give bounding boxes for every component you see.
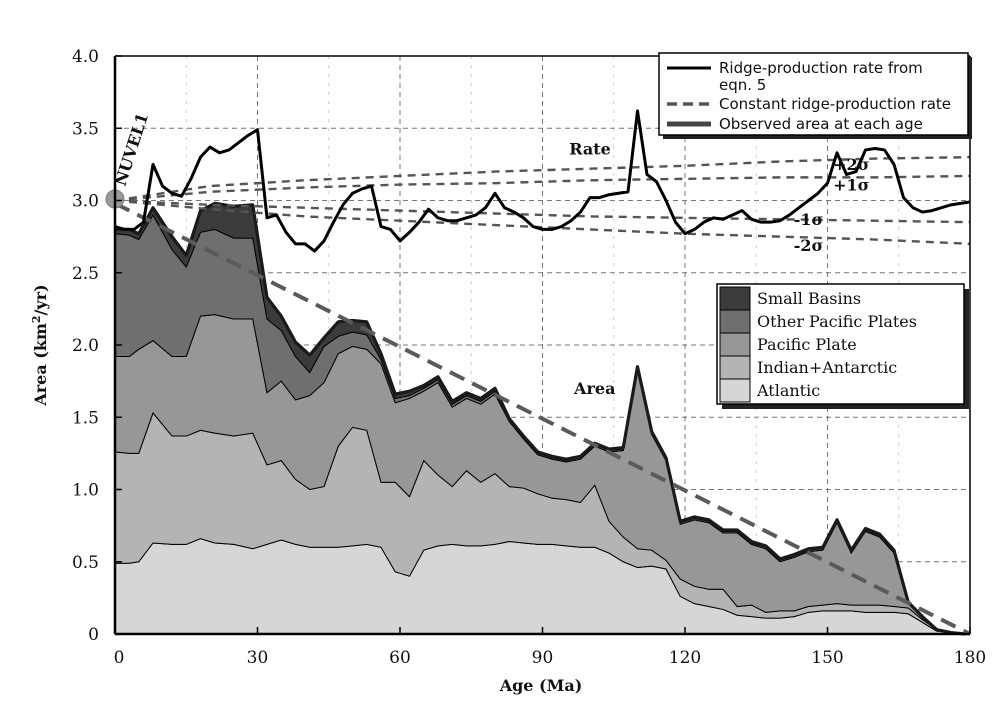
y-axis-label-end: /yr)	[31, 284, 50, 315]
y-tick-label: 2.5	[72, 264, 99, 284]
y-tick-label: 0	[88, 625, 99, 645]
legend-line-label-cont: eqn. 5	[719, 76, 766, 94]
stacked-areas	[114, 202, 966, 635]
sigma-curve	[114, 174, 971, 202]
legend-area-label: Other Pacific Plates	[757, 312, 917, 331]
legend-area-swatch	[719, 355, 751, 380]
x-tick-label: 0	[114, 648, 125, 668]
sigma-curve	[114, 155, 971, 202]
y-tick-label: 3.0	[72, 192, 99, 212]
legend-lines-box	[658, 52, 969, 136]
x-tick-label: 180	[954, 648, 986, 668]
x-tick-label: 60	[389, 648, 411, 668]
y-tick-label: 3.5	[72, 119, 99, 139]
legend-area-swatch	[719, 309, 751, 334]
y-axis-label: Area (km2/yr)	[30, 284, 50, 406]
y-axis-label-main: Area (km	[31, 323, 50, 407]
y-tick-label: 1.0	[72, 481, 99, 501]
legend-area-label: Indian+Antarctic	[757, 358, 897, 377]
line-series	[105, 109, 971, 636]
constant-rate-line	[114, 201, 971, 636]
legend-line-label: Observed area at each age	[719, 115, 923, 133]
y-tick-label: 4.0	[72, 47, 99, 67]
x-axis-label: Age (Ma)	[499, 676, 583, 695]
annotation-rate: Rate	[569, 139, 611, 158]
observed-area-line	[115, 201, 966, 636]
x-tick-label: 30	[247, 648, 269, 668]
legend-area-label: Atlantic	[756, 381, 820, 400]
sigma-label: +1σ	[833, 175, 869, 194]
y-tick-label: 1.5	[72, 408, 99, 428]
legend-area-label: Pacific Plate	[757, 335, 857, 354]
legend-line-label: Ridge-production rate from	[719, 59, 923, 77]
legend-area-swatch	[719, 332, 751, 357]
axes: 0 30 60 90 120 150 180 0 0.5 1.0 1.5 2.0 2.5 3.0 3.5 4.…	[72, 47, 986, 668]
sigma-label: -2σ	[794, 236, 824, 255]
sigma-curve	[114, 199, 971, 246]
legend-area-swatch	[719, 378, 751, 403]
x-tick-label: 90	[532, 648, 554, 668]
legend-areas-box	[716, 283, 965, 405]
legend-line-label: Constant ridge-production rate	[719, 95, 951, 113]
y-tick-label: 2.0	[72, 336, 99, 356]
legend-area-swatch	[719, 286, 751, 311]
sigma-label: -1σ	[794, 210, 824, 229]
y-axis-label-sup: 2	[30, 315, 43, 323]
legend-areas: Small Basins Other Pacific Plates Pacific …	[716, 283, 969, 409]
x-tick-label: 150	[811, 648, 843, 668]
sigma-label: +2σ	[833, 155, 869, 174]
sigma-curve	[114, 199, 971, 224]
legend-area-label: Small Basins	[757, 289, 861, 308]
ridge-production-rate-line	[114, 109, 971, 253]
y-tick-label: 0.5	[72, 553, 99, 573]
annotation-area: Area	[573, 379, 615, 398]
x-tick-label: 120	[669, 648, 701, 668]
